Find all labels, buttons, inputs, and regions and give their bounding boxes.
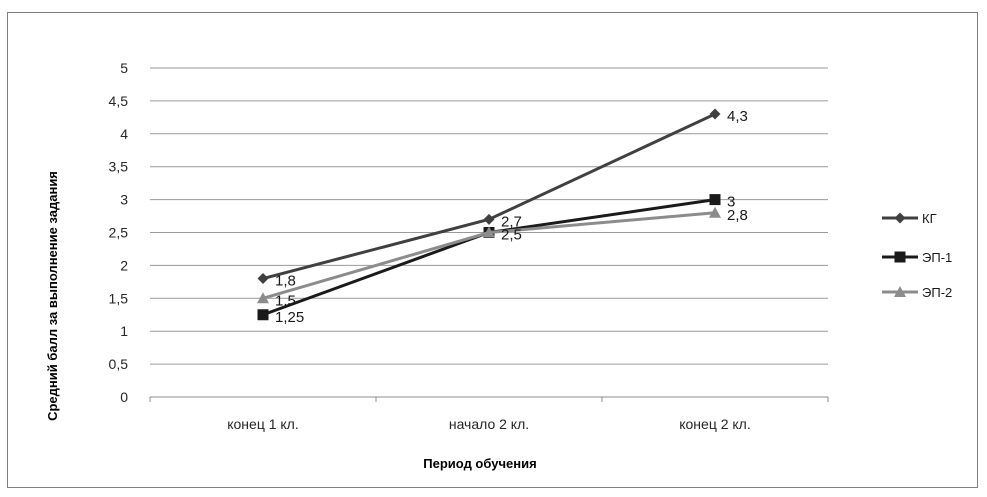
data-point (709, 194, 721, 206)
legend-item: ЭП-2 (882, 285, 952, 300)
y-tick-label: 4,5 (109, 93, 129, 109)
y-tick-labels: 0 0,5 1 1,5 2 2,5 3 3,5 4 4,5 5 (109, 60, 129, 405)
y-tick-label: 3,5 (109, 159, 129, 175)
data-point (709, 108, 721, 120)
legend-item: КГ (882, 211, 937, 226)
y-tick-label: 1 (120, 323, 128, 339)
legend-label: ЭП-1 (922, 250, 952, 265)
y-tick-label: 4 (120, 126, 128, 142)
data-point (894, 212, 906, 224)
data-label: 4,3 (727, 108, 748, 125)
data-label: 3 (727, 194, 735, 211)
y-axis-title: Средний балл за выполнение задания (45, 171, 60, 421)
data-point (709, 206, 721, 218)
x-tick-label: конец 2 кл. (679, 416, 751, 432)
data-point (894, 251, 906, 263)
data-point (483, 213, 495, 225)
series-line (262, 211, 716, 300)
data-label: 2,8 (727, 207, 748, 224)
data-label: 2,5 (501, 227, 522, 244)
data-point (257, 273, 269, 285)
series-1 (257, 108, 721, 285)
legend-label: КГ (922, 211, 937, 226)
series-lines (257, 108, 721, 321)
legend-label: ЭП-2 (922, 285, 952, 300)
series-3 (257, 206, 721, 304)
x-axis-title: Период обучения (423, 456, 536, 471)
data-point (483, 226, 495, 238)
y-tick-label: 2 (120, 257, 128, 273)
x-tick-label: конец 1 кл. (227, 416, 299, 432)
data-label: 2,7 (501, 213, 522, 230)
y-tick-label: 3 (120, 192, 128, 208)
y-tick-label: 0 (120, 389, 128, 405)
legend: КГ ЭП-1 ЭП-2 (882, 211, 952, 300)
series-2 (257, 194, 721, 321)
y-tick-label: 0,5 (109, 356, 129, 372)
data-point (894, 286, 906, 297)
legend-item: ЭП-1 (882, 250, 952, 265)
y-tick-label: 2,5 (109, 225, 129, 241)
data-label: 1,8 (275, 273, 296, 290)
data-label: 1,5 (275, 292, 296, 309)
y-tick-label: 5 (120, 60, 128, 76)
x-tick-labels: конец 1 кл. начало 2 кл. конец 2 кл. (227, 416, 751, 432)
x-tick-label: начало 2 кл. (449, 416, 529, 432)
data-label: 1,25 (275, 309, 304, 326)
data-labels: 1,8 2,7 4,3 1,25 3 1,5 2,5 2,8 (275, 108, 748, 326)
data-point (257, 309, 269, 321)
chart-frame (7, 12, 978, 488)
series-line (262, 112, 716, 281)
data-point (257, 292, 269, 304)
y-tick-label: 1,5 (109, 290, 129, 306)
